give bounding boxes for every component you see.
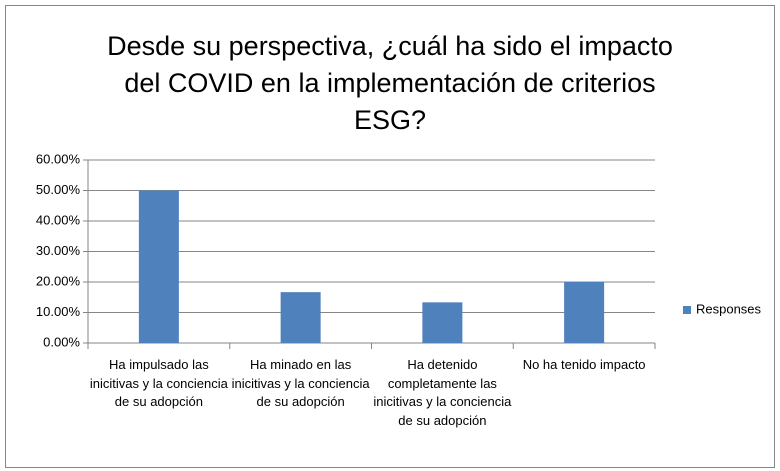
y-tick-label: 20.00% [36, 273, 81, 288]
bar [280, 292, 321, 343]
y-tick-label: 60.00% [36, 151, 81, 166]
y-tick-label: 0.00% [43, 334, 80, 349]
bar [564, 282, 605, 343]
y-tick-label: 10.00% [36, 304, 81, 319]
x-tick-label: No ha tenido impacto [522, 357, 646, 372]
y-tick-label: 50.00% [36, 182, 81, 197]
chart-title: Desde su perspectiva, ¿cuál ha sido el i… [107, 31, 673, 135]
y-tick-label: 30.00% [36, 243, 81, 258]
bar [138, 190, 179, 343]
chart-border [5, 5, 775, 468]
x-tick-label: Ha detenido completamente las inicitivas… [373, 357, 512, 428]
x-tick-label: Ha impulsado las inicitivas y la concien… [89, 357, 228, 409]
bar [422, 302, 463, 343]
legend-label: Responses [696, 301, 762, 316]
legend-swatch [683, 306, 691, 314]
y-tick-label: 40.00% [36, 212, 81, 227]
x-tick-label: Ha minado en las inicitivas y la concien… [231, 357, 370, 409]
